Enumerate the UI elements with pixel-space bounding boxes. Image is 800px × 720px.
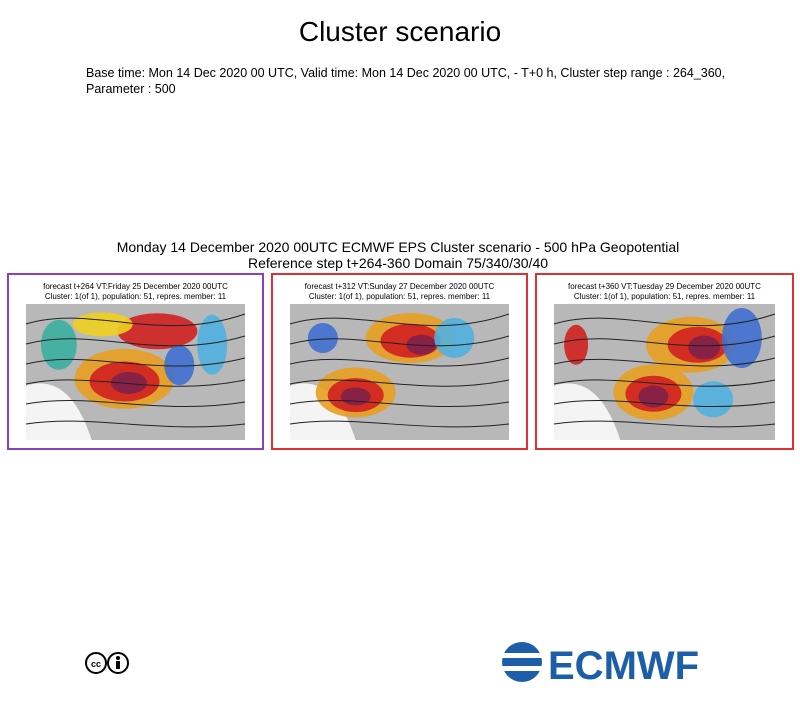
map-land — [554, 383, 621, 440]
contour-line — [289, 357, 510, 367]
panel-caption: forecast t+312 VT:Sunday 27 December 202… — [305, 282, 495, 291]
panel-caption: Cluster: 1(of 1), population: 51, repres… — [309, 292, 491, 301]
map-field — [164, 345, 195, 386]
map-field — [638, 385, 669, 408]
map-field — [307, 323, 338, 353]
contour-line — [25, 357, 246, 367]
panel: forecast t+360 VT:Tuesday 29 December 20… — [535, 273, 794, 450]
map-land — [26, 383, 92, 440]
info-line: Base time: Mon 14 Dec 2020 00 UTC, Valid… — [86, 66, 726, 80]
contour-line — [25, 313, 246, 327]
contour-line — [25, 400, 246, 408]
map-field — [40, 319, 77, 370]
map-field — [434, 318, 475, 358]
contour-line — [25, 379, 246, 387]
map-land — [290, 383, 356, 440]
panel-caption: Cluster: 1(of 1), population: 51, repres… — [45, 292, 227, 301]
contour-line — [289, 335, 510, 347]
contour-line — [553, 420, 776, 428]
contour-line — [289, 420, 510, 428]
panel-caption: forecast t+360 VT:Tuesday 29 December 20… — [568, 282, 761, 291]
panel-caption: forecast t+264 VT:Friday 25 December 202… — [43, 282, 228, 291]
contour-line — [289, 400, 510, 408]
contour-line — [25, 420, 246, 428]
map-field — [688, 335, 721, 360]
contour-line — [553, 357, 776, 367]
cc-icon: cc — [85, 652, 129, 674]
panel: forecast t+264 VT:Friday 25 December 202… — [7, 273, 264, 450]
ecmwf-logo: ECMWF — [500, 642, 699, 688]
page-title: Cluster scenario — [298, 16, 502, 47]
info-line: Parameter : 500 — [86, 82, 176, 96]
contour-line — [553, 379, 776, 387]
contour-line — [25, 335, 246, 347]
map-field — [72, 312, 133, 337]
figure-title: Reference step t+264-360 Domain 75/340/3… — [248, 255, 548, 271]
map-field — [110, 371, 147, 394]
map-field — [721, 308, 762, 368]
panel: forecast t+312 VT:Sunday 27 December 202… — [271, 273, 528, 450]
contour-line — [553, 400, 776, 408]
contour-line — [553, 335, 776, 347]
map-field — [564, 324, 589, 365]
map-field — [117, 313, 198, 350]
map-field — [340, 387, 371, 406]
panel-caption: Cluster: 1(of 1), population: 51, repres… — [574, 292, 756, 301]
map-field — [197, 314, 228, 375]
contour-line — [553, 313, 776, 327]
map-field — [693, 381, 734, 418]
svg-text:cc: cc — [91, 659, 101, 669]
contour-line — [289, 313, 510, 327]
logo-text: ECMWF — [548, 644, 699, 688]
contour-line — [289, 379, 510, 387]
figure-title: Monday 14 December 2020 00UTC ECMWF EPS … — [117, 239, 680, 255]
